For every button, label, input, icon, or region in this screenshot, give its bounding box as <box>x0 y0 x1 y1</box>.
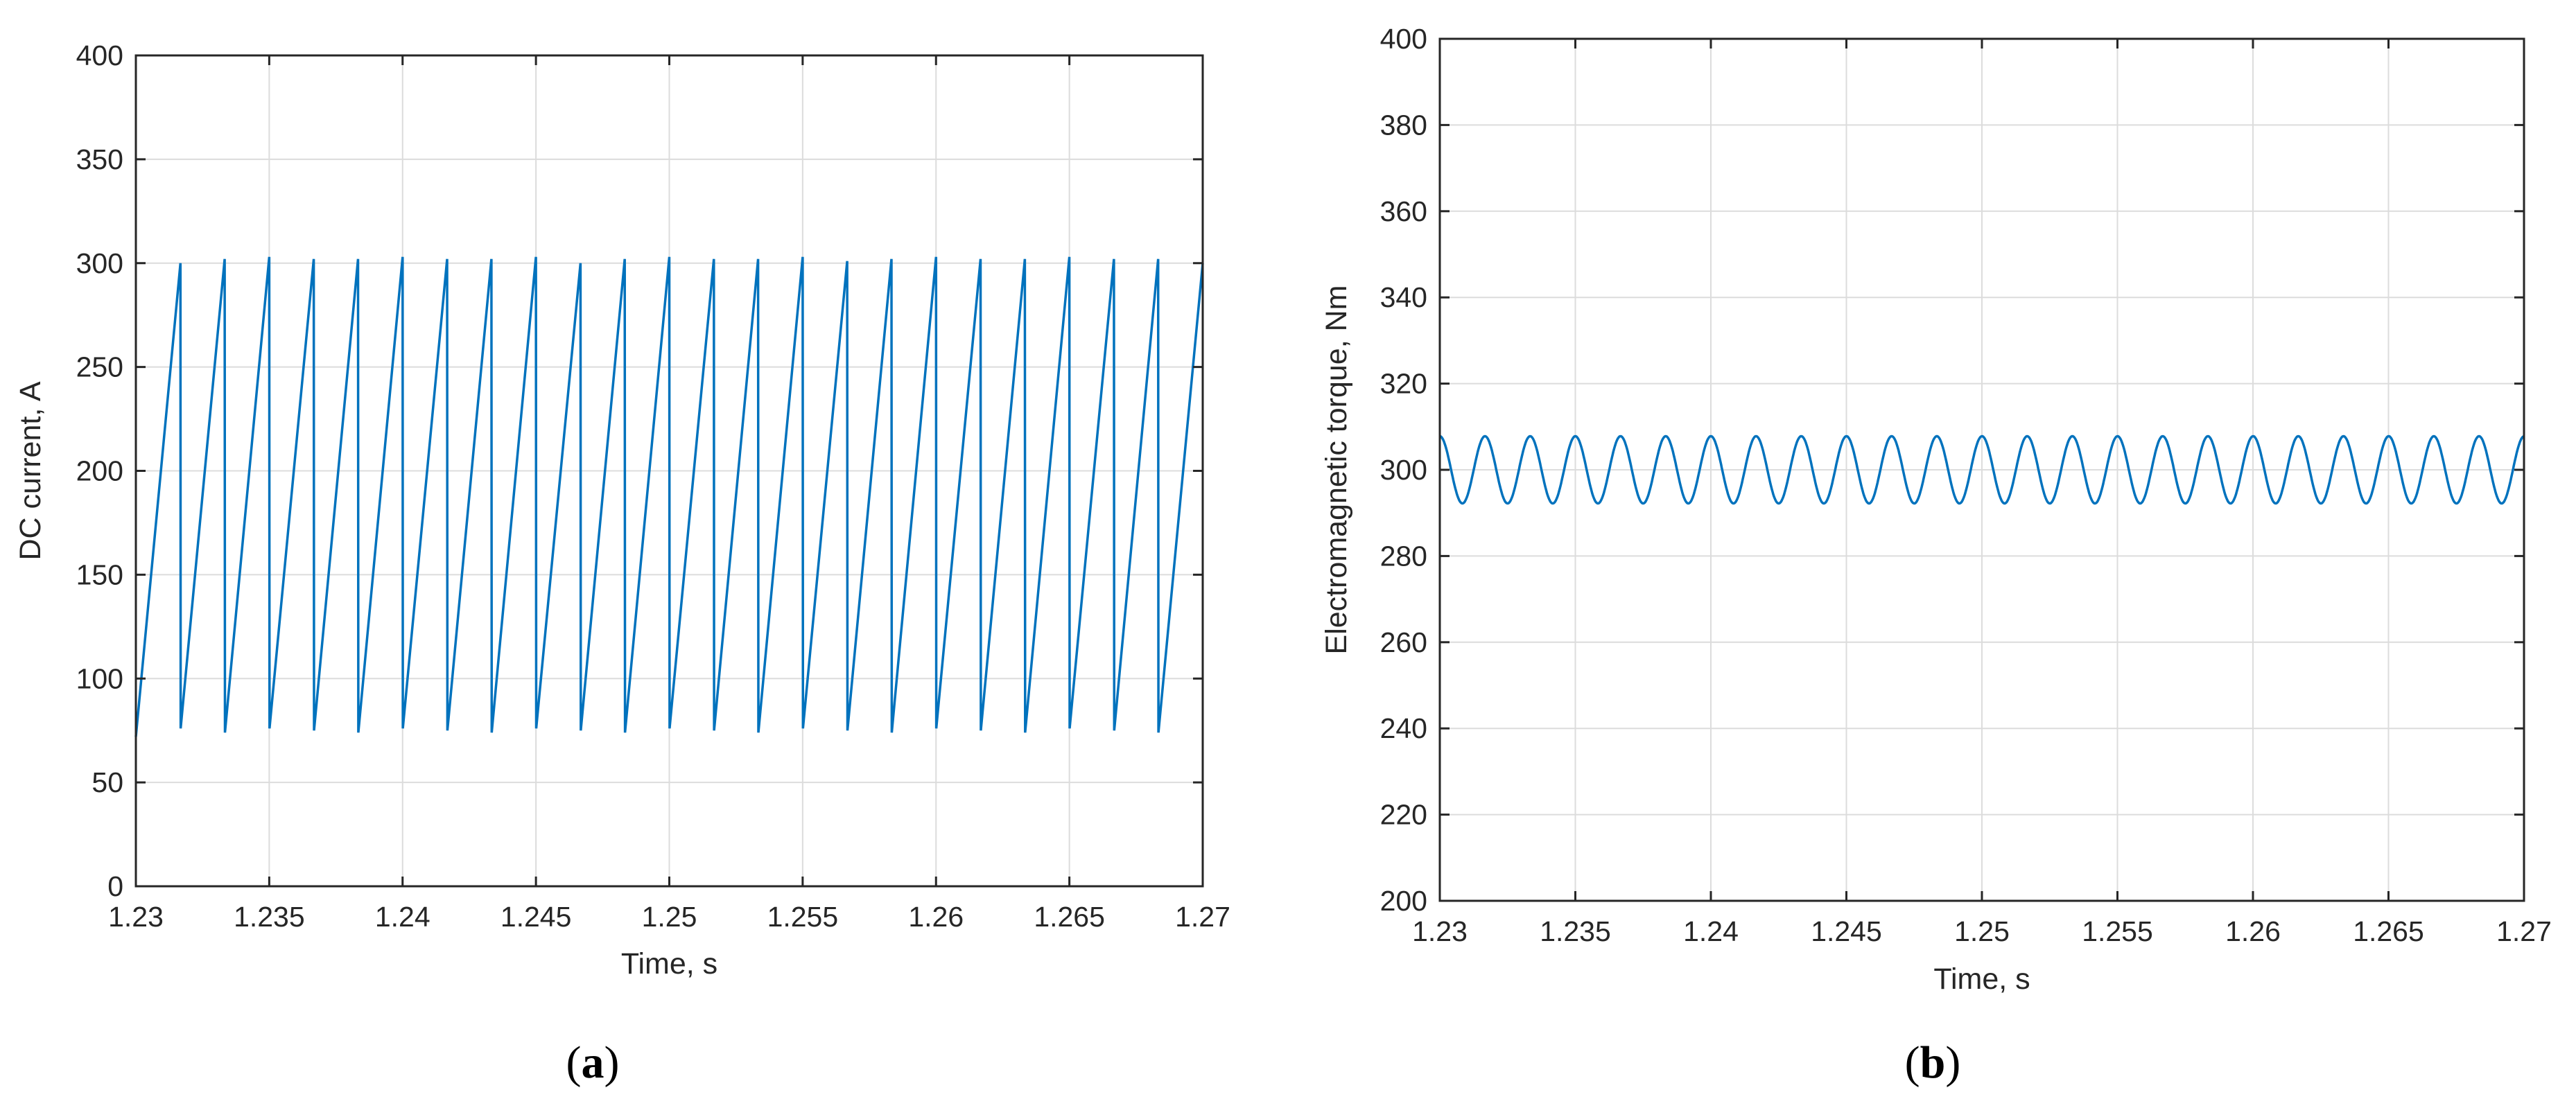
panel-label-letter: a <box>582 1037 604 1088</box>
torque-series <box>1439 434 2525 505</box>
y-tick-label: 280 <box>1380 540 1427 572</box>
y-tick-label: 300 <box>1380 454 1427 486</box>
chart-panel-b: 1.23 1.235 1.24 1.245 1.25 1.255 1.26 1.265 1.27… <box>1320 23 2552 1088</box>
y-axis-label: DC current, A <box>14 381 47 560</box>
x-tick-label: 1.25 <box>1954 915 2010 947</box>
x-tick-label: 1.235 <box>234 901 305 933</box>
x-tick-label: 1.24 <box>1683 915 1739 947</box>
x-tick-label: 1.265 <box>2353 915 2424 947</box>
x-axis-label: Time, s <box>621 947 717 981</box>
panel-label-close: ) <box>604 1037 620 1088</box>
x-tick-label: 1.26 <box>2225 915 2281 947</box>
x-tick-label: 1.27 <box>2496 915 2552 947</box>
x-tick-label: 1.255 <box>767 901 839 933</box>
y-tick-label: 240 <box>1380 712 1427 744</box>
y-tick-label: 400 <box>76 39 123 71</box>
x-tick-label: 1.26 <box>908 901 964 933</box>
panel-label-b: (b) <box>1905 1037 1961 1088</box>
y-tick-label: 50 <box>92 766 123 798</box>
x-tick-label: 1.245 <box>501 901 572 933</box>
y-tick-label: 320 <box>1380 368 1427 400</box>
x-tick-label: 1.245 <box>1811 915 1882 947</box>
x-tick-label: 1.27 <box>1175 901 1230 933</box>
y-tick-label: 260 <box>1380 626 1427 658</box>
y-tick-label: 200 <box>1380 885 1427 917</box>
gridlines <box>1440 39 2524 901</box>
axis-ticks: 1.23 1.235 1.24 1.245 1.25 1.255 1.26 1.265 1.27… <box>1380 23 2552 947</box>
y-tick-label: 400 <box>1380 23 1427 55</box>
panel-label-close: ) <box>1945 1037 1960 1088</box>
panel-label-a: (a) <box>566 1037 620 1088</box>
y-tick-label: 350 <box>76 143 123 175</box>
axis-ticks: 1.23 1.235 1.24 1.245 1.25 1.255 1.26 1.265 1.27… <box>76 39 1230 933</box>
y-tick-label: 200 <box>76 455 123 487</box>
x-tick-label: 1.23 <box>1412 915 1468 947</box>
y-tick-label: 300 <box>76 247 123 279</box>
y-tick-label: 100 <box>76 662 123 694</box>
y-axis-label: Electromagnetic torque, Nm <box>1320 285 1353 655</box>
panel-label-open: ( <box>1905 1037 1920 1088</box>
y-tick-label: 0 <box>107 870 123 902</box>
chart-panel-a: 1.23 1.235 1.24 1.245 1.25 1.255 1.26 1.265 1.27… <box>14 39 1230 1088</box>
x-tick-label: 1.255 <box>2082 915 2153 947</box>
x-tick-label: 1.25 <box>642 901 697 933</box>
y-tick-label: 150 <box>76 559 123 590</box>
y-tick-label: 340 <box>1380 281 1427 313</box>
dc-current-series <box>134 256 1204 737</box>
x-tick-label: 1.24 <box>375 901 430 933</box>
y-tick-label: 220 <box>1380 799 1427 831</box>
y-tick-label: 360 <box>1380 195 1427 227</box>
panel-label-open: ( <box>566 1037 582 1088</box>
panel-label-letter: b <box>1920 1037 1946 1088</box>
x-tick-label: 1.235 <box>1540 915 1611 947</box>
y-tick-label: 250 <box>76 351 123 383</box>
x-tick-label: 1.23 <box>108 901 164 933</box>
x-axis-label: Time, s <box>1933 962 2030 996</box>
x-tick-label: 1.265 <box>1034 901 1105 933</box>
y-tick-label: 380 <box>1380 109 1427 141</box>
